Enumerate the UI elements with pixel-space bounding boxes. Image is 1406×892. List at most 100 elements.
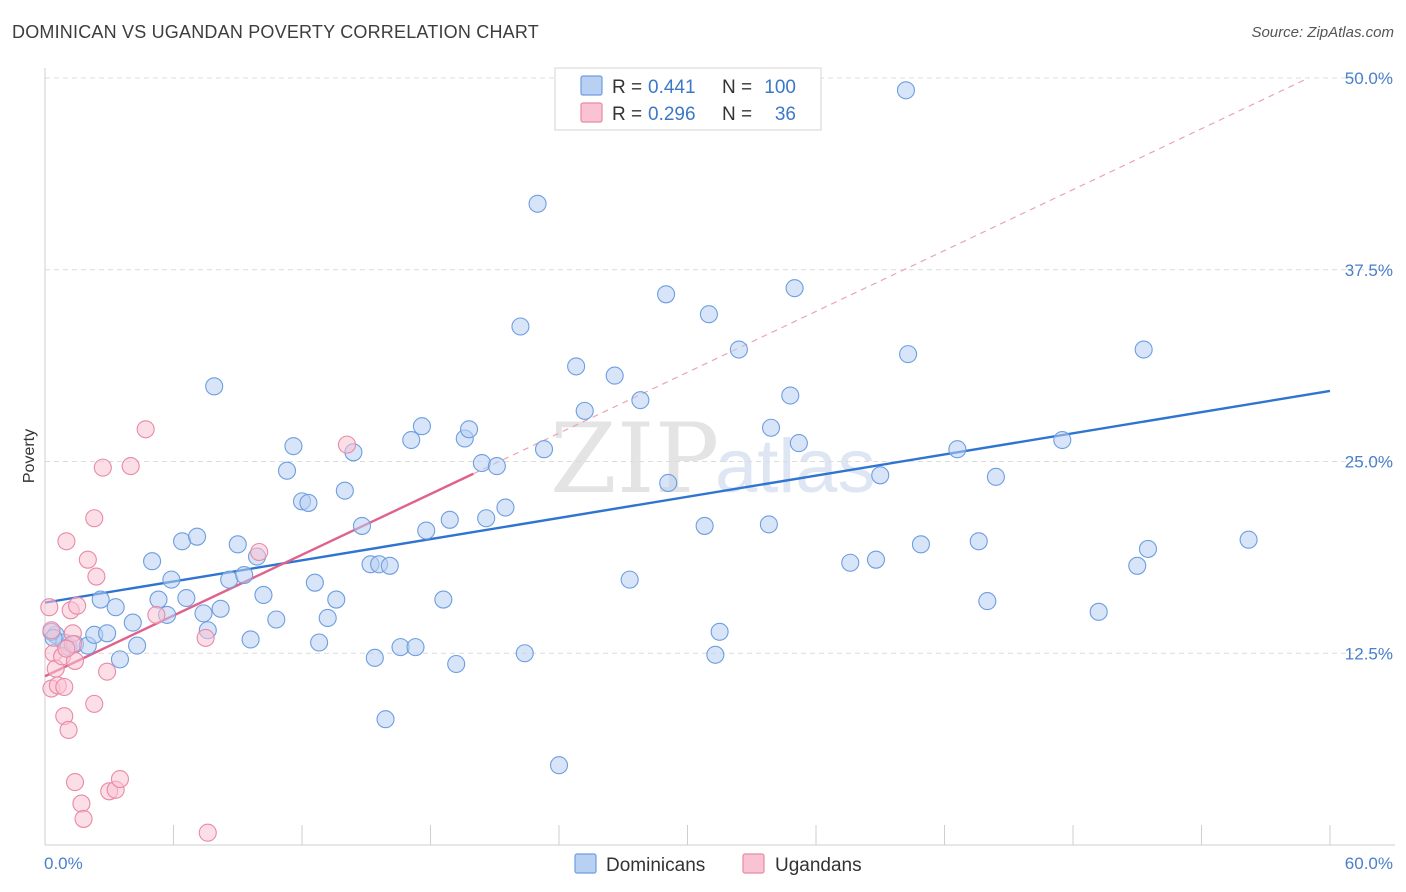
point-dominicans-82 bbox=[841, 553, 860, 572]
point-dominicans-10 bbox=[123, 613, 142, 632]
point-dominicans-73 bbox=[699, 305, 718, 324]
point-dominicans-25 bbox=[235, 565, 254, 585]
point-dominicans-95 bbox=[1134, 340, 1153, 359]
point-dominicans-61 bbox=[515, 644, 534, 663]
source-label: Source: ZipAtlas.com bbox=[1251, 24, 1394, 41]
point-dominicans-33 bbox=[299, 493, 318, 512]
point-ugandans-32 bbox=[198, 823, 217, 842]
point-dominicans-52 bbox=[440, 510, 459, 529]
point-dominicans-87 bbox=[911, 535, 930, 554]
series-name-ugandans: Ugandans bbox=[775, 855, 862, 876]
point-dominicans-97 bbox=[1239, 530, 1258, 549]
point-dominicans-92 bbox=[1053, 430, 1072, 450]
point-dominicans-59 bbox=[496, 498, 515, 517]
point-dominicans-76 bbox=[729, 340, 748, 359]
legend-n-value-ugandans: 36 bbox=[775, 104, 796, 125]
point-dominicans-69 bbox=[631, 391, 650, 410]
point-dominicans-35 bbox=[310, 633, 329, 652]
legend-r-label: R = bbox=[612, 77, 642, 98]
point-dominicans-51 bbox=[434, 590, 453, 609]
point-dominicans-53 bbox=[447, 654, 466, 674]
point-dominicans-93 bbox=[1089, 602, 1108, 621]
watermark-zip: ZIP bbox=[550, 403, 719, 515]
point-ugandans-1 bbox=[42, 621, 61, 640]
point-ugandans-19 bbox=[78, 550, 97, 569]
point-ugandans-21 bbox=[85, 694, 104, 713]
point-dominicans-12 bbox=[143, 552, 162, 571]
point-dominicans-86 bbox=[899, 345, 918, 364]
point-dominicans-8 bbox=[106, 598, 125, 617]
point-dominicans-64 bbox=[549, 756, 569, 775]
point-dominicans-58 bbox=[487, 457, 506, 476]
point-ugandans-7 bbox=[55, 677, 74, 697]
point-dominicans-91 bbox=[986, 467, 1005, 486]
trend-lines bbox=[44, 77, 1331, 678]
point-dominicans-36 bbox=[318, 608, 337, 628]
point-ugandans-15 bbox=[65, 773, 85, 792]
point-ugandans-9 bbox=[57, 532, 76, 551]
point-dominicans-89 bbox=[969, 532, 988, 551]
point-dominicans-6 bbox=[91, 590, 110, 609]
point-dominicans-38 bbox=[335, 481, 354, 500]
point-dominicans-70 bbox=[657, 285, 676, 304]
point-ugandans-33 bbox=[250, 542, 269, 562]
point-dominicans-22 bbox=[211, 599, 230, 618]
tick-labels: 12.5% 25.0% 37.5% 50.0% 0.0% 60.0% bbox=[44, 69, 1393, 873]
point-dominicans-57 bbox=[477, 509, 496, 528]
point-dominicans-47 bbox=[402, 430, 421, 450]
point-ugandans-34 bbox=[337, 435, 357, 454]
point-dominicans-30 bbox=[277, 461, 297, 480]
point-ugandans-16 bbox=[68, 596, 87, 615]
point-ugandans-23 bbox=[93, 458, 112, 477]
point-ugandans-10 bbox=[59, 720, 78, 740]
point-ugandans-28 bbox=[121, 457, 140, 476]
point-dominicans-18 bbox=[188, 527, 207, 546]
point-dominicans-81 bbox=[789, 434, 808, 453]
point-dominicans-84 bbox=[871, 466, 890, 485]
point-dominicans-9 bbox=[110, 650, 130, 669]
point-ugandans-17 bbox=[72, 794, 91, 813]
point-dominicans-21 bbox=[205, 377, 224, 396]
legend-n-value-dominicans: 100 bbox=[764, 77, 796, 98]
point-dominicans-50 bbox=[417, 521, 436, 540]
point-dominicans-37 bbox=[327, 590, 346, 609]
point-dominicans-80 bbox=[785, 279, 804, 298]
trend-line-dominicans bbox=[44, 389, 1331, 604]
legend-r-value-dominicans: 0.441 bbox=[648, 77, 696, 98]
y-tick-label-0: 12.5% bbox=[1345, 644, 1393, 663]
point-dominicans-28 bbox=[254, 585, 273, 605]
point-ugandans-31 bbox=[196, 628, 215, 647]
point-dominicans-26 bbox=[241, 630, 260, 649]
point-dominicans-75 bbox=[710, 622, 729, 641]
point-ugandans-29 bbox=[136, 420, 155, 439]
series-legend: Dominicans Ugandans bbox=[574, 853, 862, 876]
point-dominicans-7 bbox=[98, 624, 117, 643]
point-ugandans-30 bbox=[147, 605, 166, 624]
chart-title: DOMINICAN VS UGANDAN POVERTY CORRELATION… bbox=[12, 22, 539, 42]
series-name-dominicans: Dominicans bbox=[606, 855, 705, 876]
point-dominicans-15 bbox=[162, 570, 181, 589]
point-dominicans-72 bbox=[695, 516, 714, 535]
point-dominicans-65 bbox=[567, 357, 586, 376]
point-dominicans-96 bbox=[1138, 539, 1158, 558]
point-dominicans-68 bbox=[620, 570, 639, 589]
series-swatch-dominicans bbox=[574, 853, 597, 874]
legend: R = 0.441 N = 100 R = 0.296 N = 36 bbox=[554, 67, 822, 131]
trend-extension-ugandans bbox=[473, 77, 1309, 475]
point-dominicans-63 bbox=[534, 440, 554, 459]
point-ugandans-27 bbox=[110, 769, 130, 789]
y-tick-label-2: 37.5% bbox=[1345, 261, 1393, 280]
point-dominicans-45 bbox=[380, 556, 399, 575]
point-dominicans-13 bbox=[149, 590, 168, 609]
data-points bbox=[40, 81, 1258, 842]
point-dominicans-83 bbox=[866, 550, 886, 569]
point-dominicans-19 bbox=[194, 604, 213, 623]
legend-swatch-ugandans bbox=[580, 102, 603, 123]
series-swatch-ugandans bbox=[742, 853, 765, 874]
trend-line-ugandans bbox=[44, 472, 474, 678]
point-dominicans-42 bbox=[365, 648, 384, 667]
point-dominicans-71 bbox=[659, 473, 678, 493]
point-dominicans-60 bbox=[511, 317, 530, 336]
point-dominicans-67 bbox=[605, 366, 624, 385]
